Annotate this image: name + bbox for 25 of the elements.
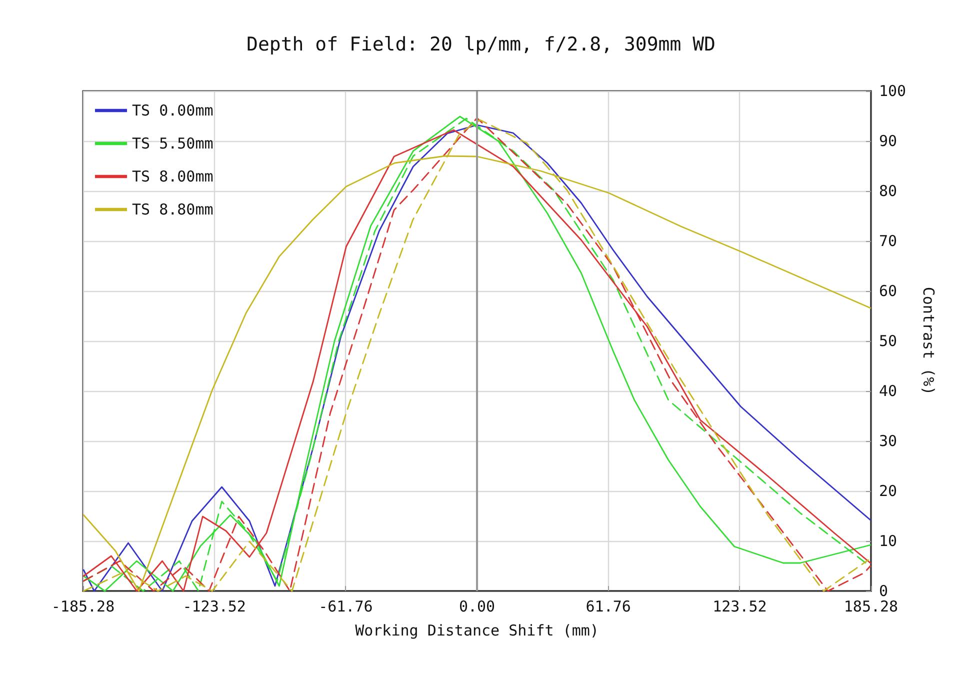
chart-title: Depth of Field: 20 lp/mm, f/2.8, 309mm WD [246, 34, 716, 56]
y-tick-label: 50 [879, 332, 898, 350]
legend-label: TS 8.00mm [132, 168, 214, 186]
x-tick-label: -185.28 [51, 598, 115, 616]
x-axis-title: Working Distance Shift (mm) [355, 622, 599, 640]
legend-label: TS 0.00mm [132, 102, 214, 120]
x-tick-label: 123.52 [712, 598, 767, 616]
y-tick-label: 10 [879, 532, 898, 550]
y-tick-label: 90 [879, 132, 898, 150]
y-tick-label: 30 [879, 432, 898, 450]
y-tick-label: 100 [879, 82, 906, 100]
legend-label: TS 5.50mm [132, 134, 214, 152]
y-tick-label: 60 [879, 282, 898, 300]
x-tick-label: -61.76 [318, 598, 373, 616]
y-axis-title: Contrast (%) [920, 286, 938, 396]
x-tick-label: -123.52 [182, 598, 246, 616]
x-tick-label: 185.28 [844, 598, 898, 616]
x-tick-label: 0.00 [458, 598, 496, 616]
y-tick-label: 40 [879, 382, 898, 400]
x-tick-label: 61.76 [586, 598, 631, 616]
y-tick-label: 80 [879, 182, 898, 200]
legend-label: TS 8.80mm [132, 200, 214, 218]
y-tick-label: 0 [879, 582, 888, 600]
y-tick-label: 70 [879, 232, 898, 250]
y-tick-label: 20 [879, 482, 898, 500]
